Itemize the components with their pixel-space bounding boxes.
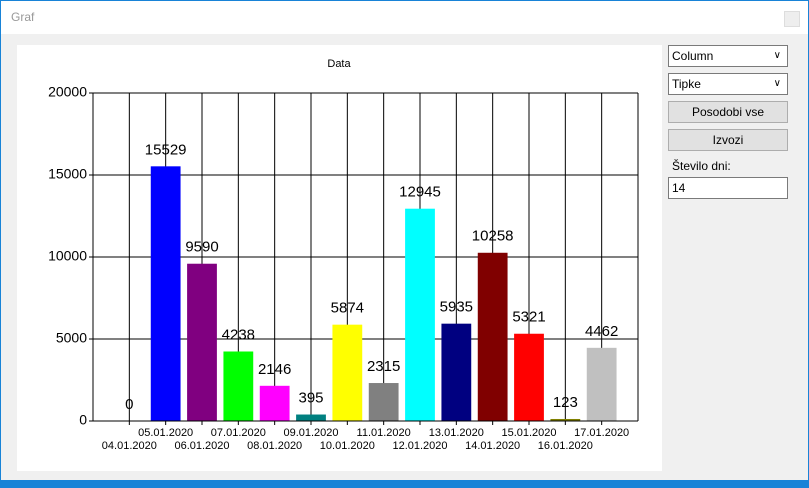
x-tick-label: 14.01.2020 xyxy=(465,440,520,452)
value-label: 10258 xyxy=(472,228,514,245)
bar xyxy=(586,347,617,421)
palette-dropdown[interactable]: Tipke ∨ xyxy=(668,73,788,95)
update-button[interactable]: Posodobi vse xyxy=(668,101,788,123)
x-tick-label: 07.01.2020 xyxy=(211,427,266,439)
bar xyxy=(187,263,217,421)
x-tick-label: 13.01.2020 xyxy=(429,427,484,439)
input-text: 14 xyxy=(672,181,686,195)
dropdown-arrow: ∨ xyxy=(773,78,781,89)
value-label: 123 xyxy=(553,394,578,411)
dropdown-text: Tipke xyxy=(672,77,701,91)
value-label: 9590 xyxy=(185,239,218,256)
value-label: 5874 xyxy=(331,300,364,317)
y-tick-label: 20000 xyxy=(48,84,87,100)
y-tick-label: 5000 xyxy=(56,330,87,346)
x-tick-label: 06.01.2020 xyxy=(174,440,229,452)
bar xyxy=(259,385,290,421)
dropdown-text: Column xyxy=(672,49,714,63)
title-bar: Graf xyxy=(1,1,808,34)
bar xyxy=(332,324,363,421)
value-label: 5321 xyxy=(512,309,545,326)
bar xyxy=(223,351,254,421)
bar xyxy=(441,323,472,421)
value-label: 4462 xyxy=(585,323,618,340)
value-label: 2146 xyxy=(258,361,291,378)
y-tick-label: 15000 xyxy=(48,166,87,182)
days-input[interactable]: 14 xyxy=(668,177,788,199)
x-tick-label: 11.01.2020 xyxy=(357,427,411,439)
bar xyxy=(514,333,544,421)
y-tick-label: 0 xyxy=(79,412,87,428)
value-label: 395 xyxy=(298,389,323,406)
bar xyxy=(296,414,326,421)
export-button[interactable]: Izvozi xyxy=(668,129,788,151)
x-tick-label: 09.01.2020 xyxy=(283,427,338,439)
value-label: 2315 xyxy=(367,358,400,375)
x-tick-label: 15.01.2020 xyxy=(501,427,556,439)
chart-type-dropdown[interactable]: Column ∨ xyxy=(668,45,788,67)
bar xyxy=(405,208,435,421)
dropdown-arrow: ∨ xyxy=(773,50,781,61)
bar xyxy=(150,166,181,421)
chart: Data 0 5000 10000 15000 20000 04.01.2020 0 05.0… xyxy=(17,45,662,471)
bar xyxy=(368,383,399,421)
x-tick-label: 05.01.2020 xyxy=(138,427,193,439)
bar xyxy=(550,418,581,421)
chart-title: Data xyxy=(327,58,351,70)
x-tick-label: 17.01.2020 xyxy=(574,427,629,439)
x-tick-label: 16.01.2020 xyxy=(538,440,593,452)
value-label: 5935 xyxy=(440,299,473,316)
x-tick-label: 04.01.2020 xyxy=(102,440,157,452)
window-border xyxy=(1,480,808,487)
y-tick-label: 10000 xyxy=(48,248,87,264)
x-tick-label: 08.01.2020 xyxy=(247,440,302,452)
x-tick-label: 10.01.2020 xyxy=(320,440,375,452)
value-label: 0 xyxy=(125,396,133,413)
value-label: 15529 xyxy=(145,141,187,158)
days-label: Število dni: xyxy=(672,159,731,173)
window-title: Graf xyxy=(11,10,35,24)
button-text: Izvozi xyxy=(712,133,744,147)
bar xyxy=(477,252,508,421)
value-label: 12945 xyxy=(399,184,441,201)
x-tick-label: 12.01.2020 xyxy=(392,440,447,452)
value-label: 4238 xyxy=(222,326,255,343)
button-text: Posodobi vse xyxy=(691,105,765,119)
close-button[interactable] xyxy=(784,11,800,27)
